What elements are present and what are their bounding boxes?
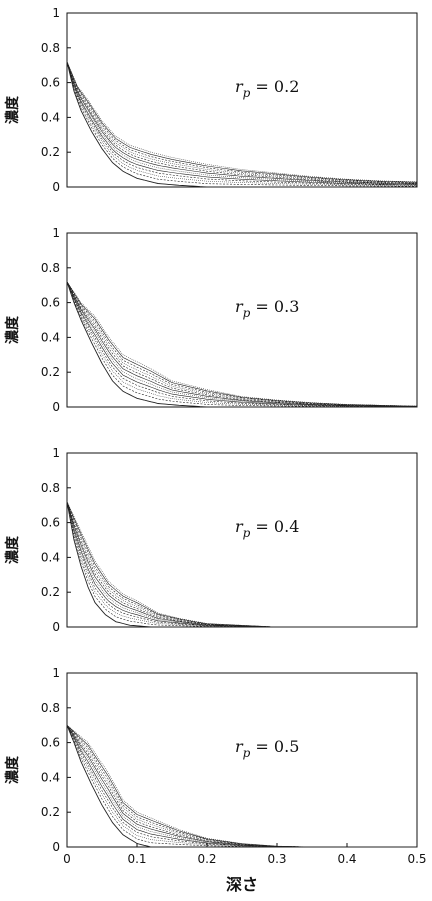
plot-frame (66, 12, 418, 188)
y-tick-group: 0 0.2 0.4 0.6 0.8 1 (41, 446, 71, 634)
x-axis-label: 深さ (226, 875, 258, 894)
y-tick-label: 0 (52, 840, 60, 854)
y-axis-label: 濃度 (4, 535, 21, 564)
rp-subscript: p (243, 306, 251, 320)
y-axis-label: 濃度 (4, 95, 21, 124)
rp-symbol: r (235, 297, 244, 316)
y-tick-group: 0 0.2 0.4 0.6 0.8 1 (41, 6, 71, 194)
y-tick-label: 0.8 (41, 41, 60, 55)
series-curve-11 (66, 61, 418, 183)
curve-group (66, 501, 417, 628)
rp-value: = 0.3 (250, 297, 299, 316)
rp-subscript: p (243, 86, 251, 100)
y-tick-label: 0.2 (41, 365, 60, 379)
y-tick-label: 0.4 (41, 110, 60, 124)
rp-value: = 0.5 (250, 737, 299, 756)
y-tick-label: 0.2 (41, 585, 60, 599)
series-curve-1 (66, 61, 417, 188)
rp-annotation: rp = 0.3 (235, 297, 299, 320)
x-tick-label: 0.3 (267, 852, 286, 866)
panel-rp-0.4: 0 0.2 0.4 0.6 0.8 1 濃度 rp = 0.4 (4, 446, 418, 634)
y-tick-group: 0 0.2 0.4 0.6 0.8 1 (41, 226, 71, 414)
y-tick-label: 0.6 (41, 76, 60, 90)
y-tick-label: 0 (52, 400, 60, 414)
y-axis-label: 濃度 (4, 755, 21, 784)
rp-subscript: p (243, 526, 251, 540)
y-tick-label: 1 (52, 226, 60, 240)
series-curve-9 (66, 61, 418, 184)
rp-subscript: p (243, 746, 251, 760)
series-curve-7 (66, 61, 418, 185)
y-tick-label: 1 (52, 446, 60, 460)
series-curve-2 (66, 61, 417, 187)
series-curve-12 (66, 61, 418, 183)
x-tick-label: 0 (63, 852, 71, 866)
panel-rp-0.3: 0 0.2 0.4 0.6 0.8 1 濃度 rp = 0.3 (4, 226, 418, 414)
y-tick-label: 0 (52, 620, 60, 634)
series-curve-5 (66, 281, 417, 407)
y-tick-label: 1 (52, 666, 60, 680)
y-tick-label: 0 (52, 180, 60, 194)
series-curve-3 (66, 61, 418, 186)
y-tick-label: 0.8 (41, 701, 60, 715)
plot-frame (66, 672, 418, 848)
y-tick-label: 0.2 (41, 805, 60, 819)
curve-group (66, 281, 418, 408)
series-curve-10 (66, 61, 418, 183)
series-curve-4 (66, 61, 418, 186)
y-tick-group: 0 0.2 0.4 0.6 0.8 1 (41, 666, 71, 854)
y-tick-label: 0.6 (41, 296, 60, 310)
rp-value: = 0.4 (250, 517, 299, 536)
rp-symbol: r (235, 77, 244, 96)
series-curve-6 (66, 281, 417, 407)
y-tick-label: 0.4 (41, 550, 60, 564)
series-curve-2 (66, 281, 417, 408)
x-tick-group: 0 0.1 0.2 0.3 0.4 0.5 (63, 843, 427, 866)
curve-group (66, 724, 417, 848)
x-tick-label: 0.1 (127, 852, 146, 866)
panel-rp-0.2: 0 0.2 0.4 0.6 0.8 1 濃度 rp = 0.2 (4, 6, 418, 194)
rp-symbol: r (235, 737, 244, 756)
x-tick-label: 0.5 (407, 852, 426, 866)
y-tick-label: 0.6 (41, 736, 60, 750)
x-tick-label: 0.4 (337, 852, 356, 866)
y-tick-label: 0.8 (41, 481, 60, 495)
y-tick-label: 0.4 (41, 330, 60, 344)
curve-group (66, 61, 418, 188)
series-curve-12 (66, 501, 417, 628)
rp-annotation: rp = 0.2 (235, 77, 299, 100)
rp-value: = 0.2 (250, 77, 299, 96)
series-curve-8 (66, 61, 418, 184)
y-tick-label: 0.2 (41, 145, 60, 159)
series-curve-5 (66, 61, 418, 185)
series-curve-9 (66, 281, 417, 407)
y-tick-label: 0.4 (41, 770, 60, 784)
series-curve-8 (66, 281, 418, 407)
plot-frame (66, 452, 418, 628)
y-tick-label: 0.8 (41, 261, 60, 275)
y-tick-label: 1 (52, 6, 60, 20)
y-axis-label: 濃度 (4, 315, 21, 344)
series-curve-12 (66, 281, 418, 407)
series-curve-9 (66, 501, 417, 628)
plot-frame (66, 232, 418, 408)
rp-symbol: r (235, 517, 244, 536)
series-curve-12 (66, 724, 417, 848)
rp-annotation: rp = 0.4 (235, 517, 299, 540)
rp-annotation: rp = 0.5 (235, 737, 299, 760)
panel-rp-0.5: 0 0.2 0.4 0.6 0.8 1 0 0.1 0.2 0.3 0.4 0.5 濃度 rp = … (4, 666, 427, 866)
x-tick-label: 0.2 (197, 852, 216, 866)
y-tick-label: 0.6 (41, 516, 60, 530)
